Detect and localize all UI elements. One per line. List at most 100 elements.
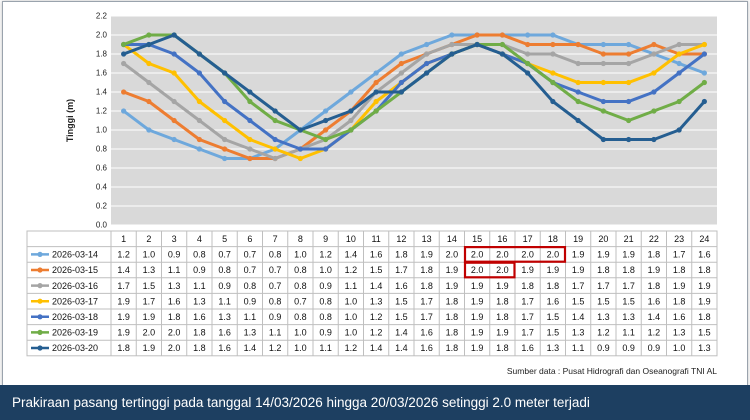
data-label: 1.8 <box>446 328 459 338</box>
x-tick-label: 17 <box>523 234 533 244</box>
data-point <box>575 41 581 48</box>
data-point <box>651 89 657 95</box>
chart-frame: 0.0 0.2 0.4 0.6 0.8 1.0 1.2 1.4 1.6 1.8 2.0 2.2 Ting… <box>2 1 748 387</box>
data-point <box>499 32 505 38</box>
data-point <box>651 41 657 48</box>
data-point <box>701 51 707 57</box>
data-label: 1.5 <box>547 312 560 322</box>
x-tick-label: 16 <box>497 234 507 244</box>
data-label: 1.3 <box>168 281 181 291</box>
data-label: 1.6 <box>698 250 711 260</box>
data-label: 1.0 <box>345 328 358 338</box>
data-point <box>222 155 228 162</box>
data-label: 1.9 <box>117 328 130 338</box>
data-point <box>525 32 531 38</box>
data-label: 1.1 <box>218 296 231 306</box>
data-label: 1.8 <box>673 265 686 275</box>
data-point <box>121 60 127 67</box>
data-label: 0.8 <box>319 296 332 306</box>
data-point <box>222 98 228 105</box>
data-point <box>373 98 379 105</box>
data-point <box>196 117 202 124</box>
data-point <box>272 108 278 114</box>
data-label: 0.7 <box>294 296 307 306</box>
data-point <box>701 70 707 76</box>
data-point <box>323 108 329 114</box>
data-label: 1.8 <box>395 250 408 260</box>
data-label: 0.9 <box>193 265 206 275</box>
data-label: 1.9 <box>547 265 560 275</box>
data-label: 1.1 <box>622 328 635 338</box>
data-point <box>701 98 707 105</box>
data-label: 1.4 <box>395 328 408 338</box>
data-point <box>550 51 556 57</box>
data-label: 1.4 <box>345 250 358 260</box>
data-label: 1.3 <box>218 312 231 322</box>
data-label: 1.9 <box>572 265 585 275</box>
data-point <box>550 79 556 86</box>
data-label: 1.9 <box>572 250 585 260</box>
data-label: 2.0 <box>471 250 484 260</box>
data-label: 1.6 <box>673 312 686 322</box>
data-point <box>651 108 657 114</box>
data-label: 1.5 <box>698 328 711 338</box>
data-label: 2.0 <box>168 328 181 338</box>
data-label: 1.2 <box>370 328 383 338</box>
data-point <box>474 41 480 48</box>
data-label: 1.1 <box>244 312 257 322</box>
data-point <box>424 51 430 57</box>
data-label: 1.9 <box>622 250 635 260</box>
data-point <box>348 108 354 114</box>
data-label: 1.8 <box>496 296 509 306</box>
data-label: 1.8 <box>597 265 610 275</box>
data-label: 1.9 <box>420 250 433 260</box>
data-label: 2.0 <box>496 250 509 260</box>
data-point <box>272 146 278 152</box>
data-label: 1.3 <box>673 328 686 338</box>
data-point <box>676 70 682 76</box>
data-point <box>626 136 632 143</box>
data-point <box>499 41 505 48</box>
data-label: 1.6 <box>547 296 560 306</box>
data-label: 1.6 <box>420 328 433 338</box>
data-point <box>626 41 632 48</box>
data-point <box>121 108 127 114</box>
data-point <box>171 70 177 76</box>
data-label: 0.8 <box>294 281 307 291</box>
highlight-box <box>463 261 516 279</box>
data-point <box>171 98 177 105</box>
legend-entry: 2026-03-15 <box>52 265 98 275</box>
x-tick-label: 10 <box>346 234 356 244</box>
data-point <box>575 98 581 105</box>
data-label: 1.2 <box>117 250 130 260</box>
data-label: 0.7 <box>269 265 282 275</box>
data-label: 1.5 <box>547 328 560 338</box>
data-label: 1.2 <box>345 343 358 353</box>
data-point <box>600 108 606 114</box>
data-point <box>348 89 354 95</box>
data-label: 0.7 <box>244 265 257 275</box>
data-point <box>424 41 430 48</box>
data-point <box>323 146 329 152</box>
data-label: 2.0 <box>168 343 181 353</box>
data-label: 1.8 <box>420 281 433 291</box>
data-label: 0.9 <box>319 328 332 338</box>
data-point <box>676 60 682 67</box>
data-label: 1.8 <box>117 343 130 353</box>
x-tick-label: 14 <box>447 234 457 244</box>
legend-entry: 2026-03-20 <box>52 343 98 353</box>
data-label: 1.7 <box>622 281 635 291</box>
x-tick-label: 23 <box>674 234 684 244</box>
data-point <box>373 108 379 114</box>
data-point <box>550 41 556 48</box>
data-label: 1.5 <box>395 312 408 322</box>
data-label: 1.0 <box>294 328 307 338</box>
data-label: 1.4 <box>370 343 383 353</box>
x-tick-label: 7 <box>273 234 278 244</box>
data-label: 0.8 <box>193 250 206 260</box>
x-tick-label: 12 <box>396 234 406 244</box>
data-point <box>651 51 657 57</box>
data-point <box>398 51 404 57</box>
data-point <box>626 60 632 67</box>
data-point <box>222 70 228 76</box>
